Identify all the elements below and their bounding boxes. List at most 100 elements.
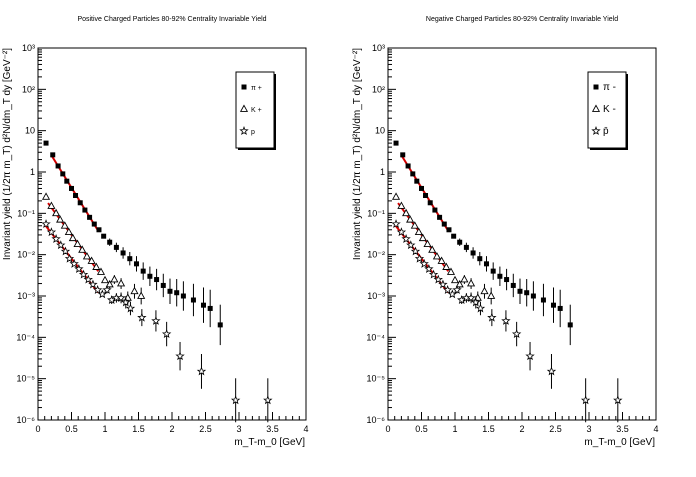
data-point xyxy=(56,240,66,250)
data-point xyxy=(463,244,469,250)
data-point xyxy=(466,292,476,302)
legend-label: p̄ xyxy=(603,126,609,137)
data-point xyxy=(107,239,113,245)
data-point xyxy=(77,200,83,206)
x-tick-label: 2.5 xyxy=(549,424,562,434)
data-point xyxy=(167,288,173,294)
y-axis-label: Invariant yield (1/2π m_T) d²N/dm_T dy [… xyxy=(352,48,363,260)
data-point xyxy=(207,305,213,311)
y-tick-label: 10⁻⁴ xyxy=(366,332,385,342)
x-tick-label: 0 xyxy=(385,424,390,434)
data-point xyxy=(239,126,249,135)
legend-label: K + xyxy=(251,107,262,114)
y-tick-label: 1 xyxy=(30,167,35,177)
data-point xyxy=(414,253,425,263)
data-point xyxy=(613,395,623,405)
data-point xyxy=(391,219,401,229)
data-point xyxy=(239,104,249,112)
data-point xyxy=(402,208,411,217)
data-point xyxy=(87,256,96,264)
y-tick-label: 10⁻⁶ xyxy=(17,415,36,425)
data-point xyxy=(405,163,411,169)
data-point xyxy=(406,215,415,223)
data-point xyxy=(423,193,429,199)
y-tick-label: 10⁻¹ xyxy=(17,208,35,218)
y-tick-label: 10⁻³ xyxy=(367,291,385,301)
data-point xyxy=(504,277,510,283)
data-point xyxy=(160,282,166,288)
data-point xyxy=(419,185,424,191)
data-point xyxy=(410,171,416,177)
data-point xyxy=(52,208,61,217)
data-point xyxy=(140,268,146,274)
x-axis-label: m_T-m_0 [GeV] xyxy=(584,437,655,448)
data-point xyxy=(64,227,73,236)
y-tick-label: 10³ xyxy=(372,43,385,53)
data-point xyxy=(117,279,126,287)
x-tick-label: 3 xyxy=(236,424,241,434)
data-point xyxy=(137,291,146,299)
data-point xyxy=(92,262,101,270)
x-tick-label: 2 xyxy=(519,424,524,434)
data-point xyxy=(428,269,439,279)
series-2 xyxy=(41,192,146,305)
data-point xyxy=(540,297,546,303)
series-2 xyxy=(391,192,496,305)
data-point xyxy=(391,192,401,200)
y-tick-label: 10⁻⁴ xyxy=(16,332,35,342)
data-point xyxy=(41,192,51,200)
data-point xyxy=(137,312,147,322)
data-point xyxy=(530,293,536,299)
chart-panel-1: Positive Charged Particles 80-92% Centra… xyxy=(2,16,309,448)
x-tick-label: 1.5 xyxy=(482,424,495,434)
data-point xyxy=(69,185,74,191)
data-point xyxy=(437,214,443,220)
data-point xyxy=(487,312,497,322)
data-point xyxy=(60,246,71,256)
x-tick-label: 1 xyxy=(102,424,107,434)
data-point xyxy=(133,261,139,267)
data-point xyxy=(55,163,61,169)
data-point xyxy=(525,351,535,361)
x-tick-label: 3 xyxy=(586,424,591,434)
data-point xyxy=(82,252,91,260)
data-point xyxy=(406,240,416,250)
data-point xyxy=(446,267,456,275)
data-point xyxy=(180,293,186,299)
data-point xyxy=(43,140,49,146)
data-point xyxy=(410,221,419,229)
data-point xyxy=(497,273,503,279)
data-point xyxy=(480,286,489,295)
data-point xyxy=(427,200,433,206)
data-point xyxy=(517,288,523,294)
data-point xyxy=(96,227,102,233)
legend: π - K - p̄ xyxy=(587,71,628,150)
data-point xyxy=(147,273,153,279)
y-tick-label: 10 xyxy=(25,126,35,136)
y-tick-label: 10⁻² xyxy=(367,250,385,260)
x-tick-label: 1 xyxy=(452,424,457,434)
data-point xyxy=(446,227,452,233)
data-point xyxy=(50,152,56,158)
data-point xyxy=(60,221,69,229)
legend-label: π - xyxy=(603,82,616,93)
data-point xyxy=(73,239,82,247)
x-tick-label: 2.5 xyxy=(199,424,212,434)
data-point xyxy=(41,219,51,229)
data-point xyxy=(410,246,421,256)
data-point xyxy=(501,315,511,325)
data-point xyxy=(82,207,88,213)
data-point xyxy=(433,274,443,284)
data-point xyxy=(51,234,61,243)
data-point xyxy=(110,275,119,283)
data-point xyxy=(64,253,75,263)
data-point xyxy=(490,268,496,274)
data-point xyxy=(511,329,522,339)
data-point xyxy=(487,291,496,299)
x-tick-label: 3.5 xyxy=(266,424,279,434)
x-tick-label: 2 xyxy=(169,424,174,434)
data-point xyxy=(418,233,427,242)
data-point xyxy=(419,258,429,268)
y-tick-label: 1 xyxy=(380,167,385,177)
